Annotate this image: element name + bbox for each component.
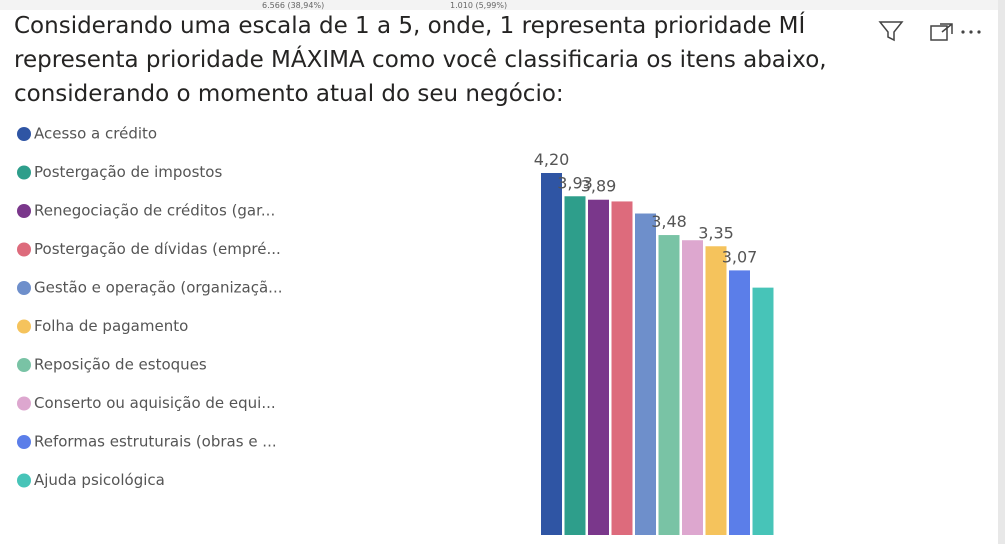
legend-label: Postergação de impostos	[34, 163, 222, 181]
bar	[729, 270, 750, 535]
background-label: 6.566 (38,94%)	[262, 1, 324, 10]
legend-label: Gestão e operação (organizaçã...	[34, 279, 282, 297]
bar	[611, 201, 633, 535]
data-label: 3,35	[698, 223, 734, 242]
right-border	[998, 0, 1005, 544]
legend-dot	[17, 473, 31, 488]
legend-label: Ajuda psicológica	[34, 471, 165, 489]
legend-dot	[17, 435, 31, 449]
bar	[705, 246, 727, 535]
legend-dot	[17, 165, 31, 180]
legend-label: Conserto ou aquisição de equi...	[34, 394, 276, 412]
bar	[682, 240, 703, 535]
focus-icon[interactable]	[930, 23, 953, 41]
legend-label: Renegociação de créditos (gar...	[34, 202, 275, 220]
legend-label: Reposição de estoques	[34, 356, 207, 374]
legend-dot	[17, 242, 31, 257]
bar	[541, 173, 562, 535]
filter-icon[interactable]	[878, 21, 904, 42]
bar	[658, 235, 680, 536]
bar	[635, 213, 656, 535]
top-strip	[0, 0, 1005, 10]
legend-label: Reformas estruturais (obras e ...	[34, 433, 277, 451]
legend-dot	[17, 127, 31, 141]
legend-dot	[17, 319, 31, 334]
data-label: 3,48	[651, 212, 687, 231]
data-label: 3,89	[581, 177, 617, 196]
data-label: 4,20	[534, 150, 570, 169]
title-line: Considerando uma escala de 1 a 5, onde, …	[14, 11, 806, 39]
bar	[752, 287, 774, 535]
bar	[588, 199, 609, 535]
data-label: 3,93	[557, 173, 593, 192]
legend-dot	[17, 204, 31, 218]
legend-label: Folha de pagamento	[34, 317, 188, 335]
chart: Acesso a crédito Postergação de impostos R…	[17, 125, 774, 536]
legend-label: Postergação de dívidas (empré...	[34, 240, 281, 258]
title-line: considerando o momento atual do seu negó…	[14, 81, 564, 107]
legend-dot	[17, 358, 31, 372]
legend-dot	[17, 281, 31, 295]
data-label: 3,07	[722, 247, 758, 266]
legend-dot	[17, 396, 31, 411]
more-icon[interactable]	[961, 30, 981, 34]
legend-label: Acesso a crédito	[34, 125, 157, 143]
background-label: 1.010 (5,99%)	[450, 1, 507, 10]
bar	[564, 196, 586, 535]
title-line: representa prioridade MÁXIMA como você c…	[14, 45, 827, 73]
